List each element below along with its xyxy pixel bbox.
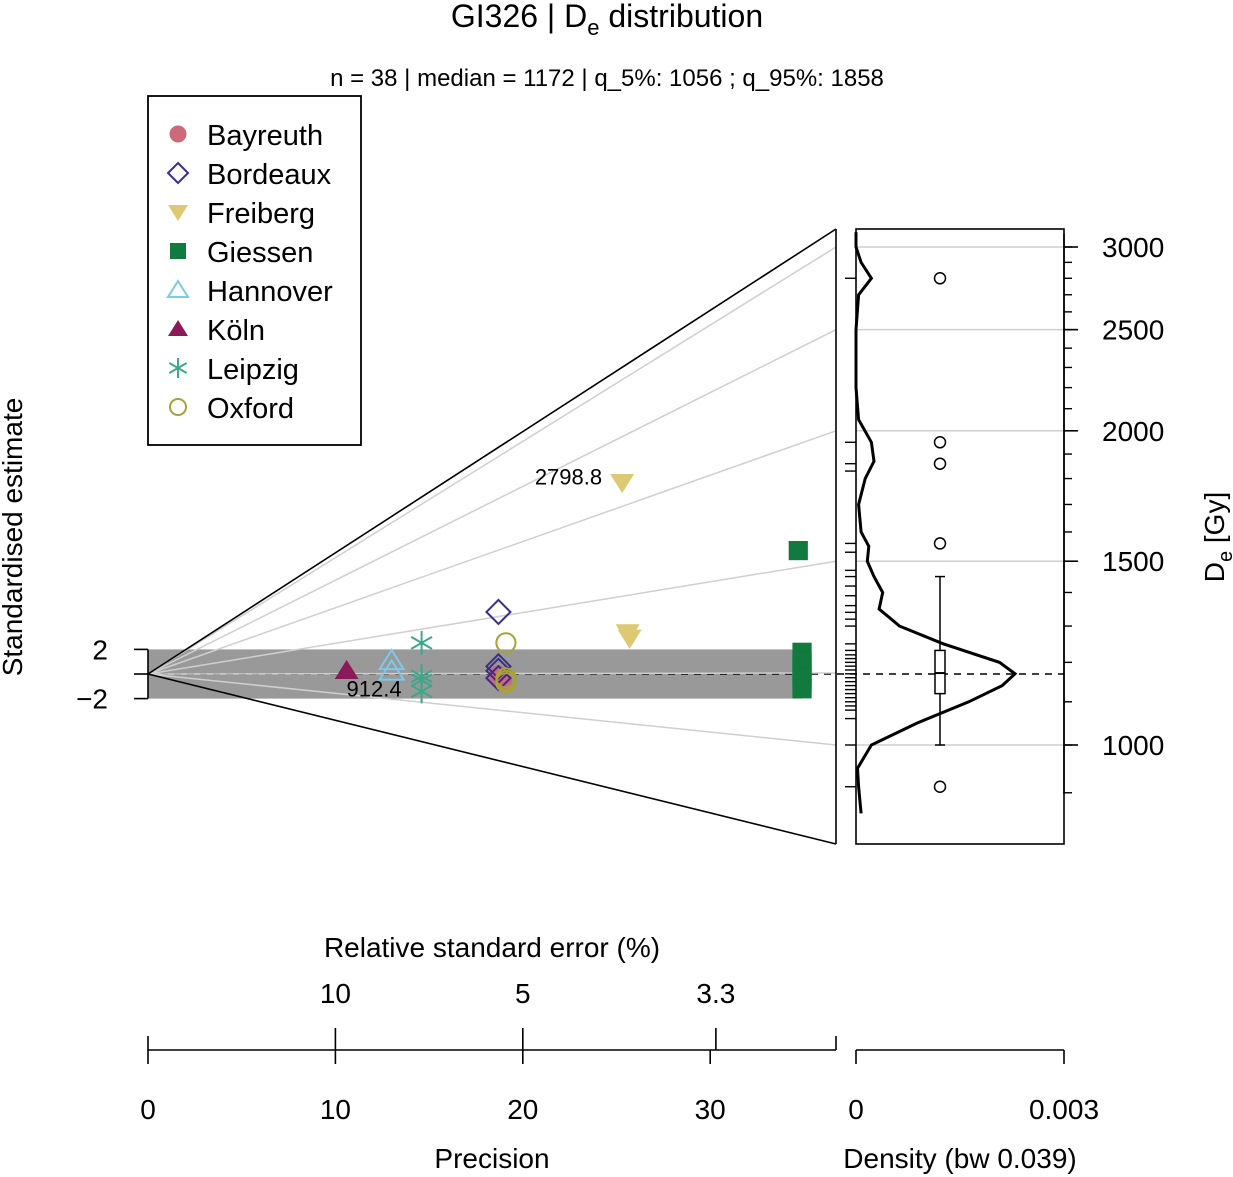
legend-marker-leipzig (168, 358, 188, 378)
box-outlier (933, 436, 947, 449)
density-tick-label: 0 (848, 1094, 864, 1125)
data-point-freiberg (610, 473, 635, 494)
de-tick-label: 2000 (1102, 416, 1164, 447)
legend-label: Bayreuth (207, 120, 323, 152)
standardised-axis: 2 −2 (76, 634, 149, 715)
std-tick-label: −2 (76, 684, 108, 715)
legend-label: Freiberg (207, 198, 315, 230)
legend-marker-freiberg (168, 205, 188, 221)
radial-line-1000 (147, 673, 837, 746)
legend-marker-giessen (170, 243, 186, 259)
legend-marker-hannover (166, 279, 190, 298)
de-axis: 1000 1500 2000 2500 3000 (1063, 232, 1164, 794)
legend-label: Leipzig (207, 354, 299, 386)
radial-line-3000 (147, 246, 837, 675)
precision-tick-label: 0 (140, 1094, 156, 1125)
data-point-giessen (792, 679, 812, 699)
radial-line-2000 (147, 430, 837, 675)
std-tick-label: 2 (92, 634, 108, 665)
de-min-label: 912.4 (347, 676, 402, 701)
polygon-bottom-edge (147, 673, 837, 845)
rse-tick-label: 10 (320, 978, 351, 1009)
precision-tick-label: 20 (507, 1094, 538, 1125)
chart-title: GI326 | De distribution (451, 0, 763, 40)
polygon-top-edge (147, 228, 837, 675)
legend: Bayreuth Bordeaux Freiberg Giessen Hannover K… (147, 95, 362, 446)
rse-tick-label: 5 (515, 978, 531, 1009)
legend-label: Köln (207, 315, 265, 347)
data-point-giessen (788, 540, 808, 561)
ylabel-standardised: Standardised estimate (0, 398, 28, 677)
data-point-hannover (377, 648, 406, 671)
legend-label: Oxford (207, 393, 294, 425)
de-max-label: 2798.8 (535, 464, 602, 489)
xlabel-rse: Relative standard error (%) (324, 932, 660, 963)
legend-marker-bayreuth (169, 125, 187, 143)
legend-marker-oxford (169, 398, 187, 416)
data-point-oxford (495, 632, 517, 654)
legend-marker-bordeaux (166, 161, 190, 185)
data-point-oxford (495, 672, 517, 694)
data-point-leipzig (410, 630, 433, 655)
data-points (334, 473, 812, 704)
data-point-leipzig (410, 679, 433, 704)
density-panel (845, 232, 1018, 814)
box-outlier (933, 780, 947, 794)
box-outlier (933, 537, 947, 550)
data-point-bordeaux (485, 598, 512, 626)
xlabel-density: Density (bw 0.039) (843, 1143, 1076, 1174)
rse-tick-label: 3.3 (696, 978, 735, 1009)
legend-label: Bordeaux (207, 159, 332, 191)
legend-box (147, 95, 362, 446)
precision-tick-label: 10 (320, 1094, 351, 1125)
de-tick-label: 1000 (1102, 730, 1164, 761)
box-outlier (933, 457, 947, 470)
precision-tick-label: 30 (695, 1094, 726, 1125)
density-frame (855, 228, 1065, 845)
data-point-freiberg (617, 629, 642, 649)
de-tick-label: 2500 (1102, 315, 1164, 346)
data-point-hannover (377, 658, 406, 681)
data-point-kln (334, 659, 359, 680)
radial-line-2500 (147, 328, 837, 675)
de-tick-label: 3000 (1102, 232, 1164, 263)
box-outlier (933, 272, 947, 285)
de-tick-label: 1500 (1102, 546, 1164, 577)
xlabel-precision: Precision (434, 1143, 549, 1174)
ylabel-de: De [Gy] (1199, 492, 1233, 582)
plot-frame (147, 228, 1065, 845)
chart-subtitle: n = 38 | median = 1172 | q_5%: 1056 ; q_… (330, 65, 884, 92)
density-tick-label: 0.003 (1029, 1094, 1099, 1125)
legend-label: Giessen (207, 237, 313, 269)
legend-marker-kln (168, 320, 188, 336)
density-curve (854, 232, 1018, 814)
legend-label: Hannover (207, 276, 333, 308)
box-iqr (934, 649, 946, 695)
precision-axis: 0 10 20 30 10 5 3.3 0 0.003 (140, 978, 1099, 1125)
